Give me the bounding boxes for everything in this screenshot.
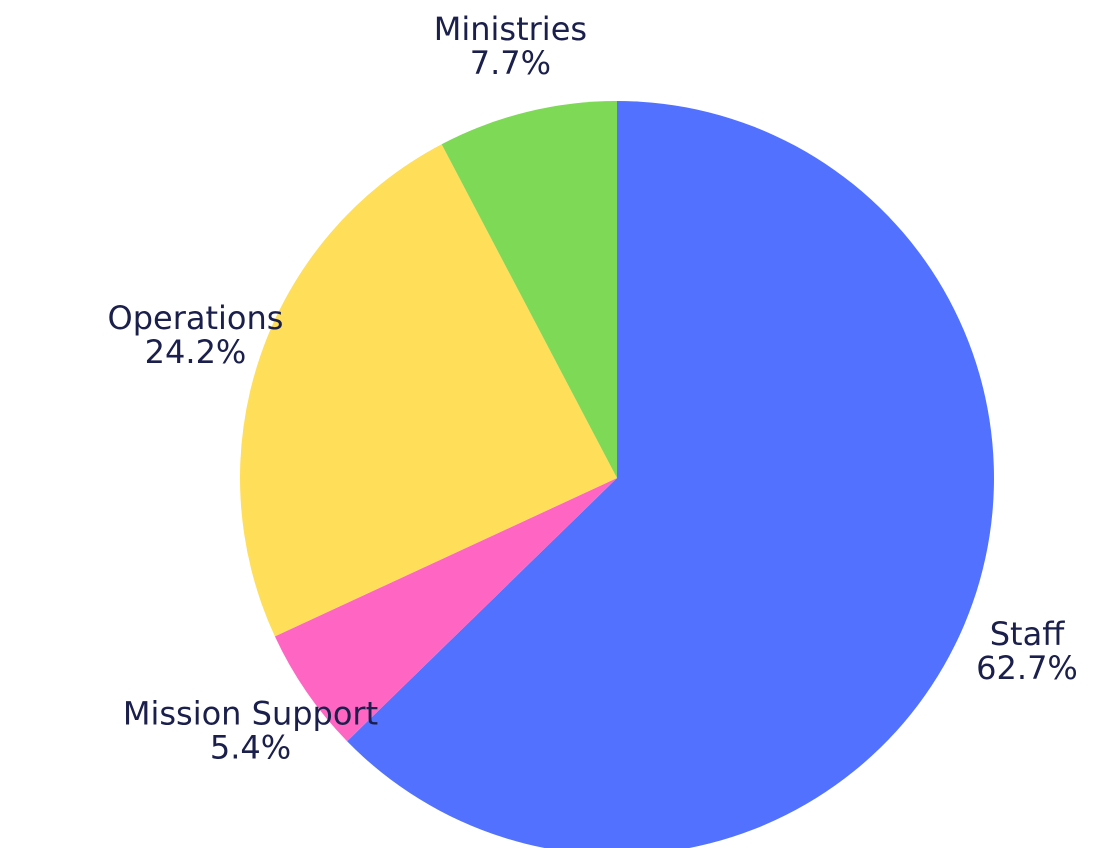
slice-label-name: Staff bbox=[990, 615, 1065, 653]
pie-slices bbox=[240, 101, 994, 848]
pie-slice-mission-support bbox=[274, 478, 617, 742]
slice-label-name: Mission Support bbox=[123, 694, 378, 732]
slice-label-percent: 7.7% bbox=[470, 44, 551, 82]
slice-label-name: Ministries bbox=[434, 10, 587, 48]
pie-slice-ministries bbox=[441, 101, 617, 478]
slice-label-mission-support: Mission Support 5.4% bbox=[123, 694, 378, 766]
slice-label-percent: 62.7% bbox=[976, 649, 1078, 687]
slice-label-percent: 5.4% bbox=[210, 728, 291, 766]
slice-label-staff: Staff 62.7% bbox=[976, 615, 1078, 687]
slice-label-percent: 24.2% bbox=[145, 333, 247, 371]
pie-labels: Staff 62.7% Mission Support 5.4% Operations 2… bbox=[108, 10, 1078, 766]
slice-label-name: Operations bbox=[108, 299, 284, 337]
slice-label-ministries: Ministries 7.7% bbox=[434, 10, 587, 82]
pie-slice-operations bbox=[240, 144, 617, 637]
slice-label-operations: Operations 24.2% bbox=[108, 299, 284, 371]
pie-slice-staff bbox=[347, 101, 994, 848]
